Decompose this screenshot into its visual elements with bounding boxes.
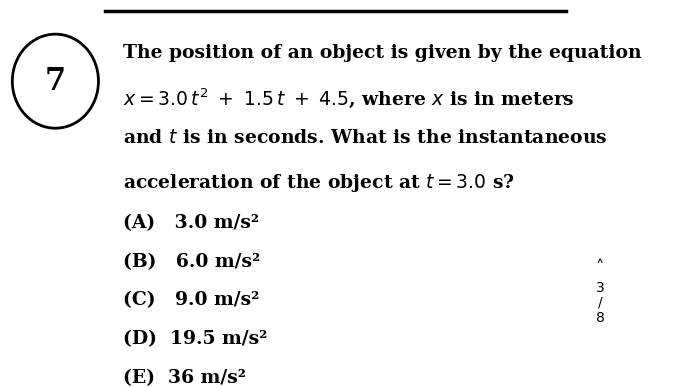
Text: 7: 7 [45,66,66,97]
Text: acceleration of the object at $t = 3.0$ s?: acceleration of the object at $t = 3.0$ … [123,171,515,194]
Text: 3: 3 [596,281,604,295]
Text: (E)  36 m/s²: (E) 36 m/s² [123,369,246,387]
Text: ˄: ˄ [596,259,604,277]
Text: (C)   9.0 m/s²: (C) 9.0 m/s² [123,291,260,310]
Text: (B)   6.0 m/s²: (B) 6.0 m/s² [123,253,260,271]
Text: and $t$ is in seconds. What is the instantaneous: and $t$ is in seconds. What is the insta… [123,129,608,147]
Text: /: / [598,296,602,310]
Text: $x = 3.0\,t^2 \ + \ 1.5\,t \ + \ 4.5$, where $x$ is in meters: $x = 3.0\,t^2 \ + \ 1.5\,t \ + \ 4.5$, w… [123,87,575,110]
Text: The position of an object is given by the equation: The position of an object is given by th… [123,44,642,62]
Text: (A)   3.0 m/s²: (A) 3.0 m/s² [123,214,259,232]
Text: (D)  19.5 m/s²: (D) 19.5 m/s² [123,330,267,348]
Text: 8: 8 [596,311,604,325]
